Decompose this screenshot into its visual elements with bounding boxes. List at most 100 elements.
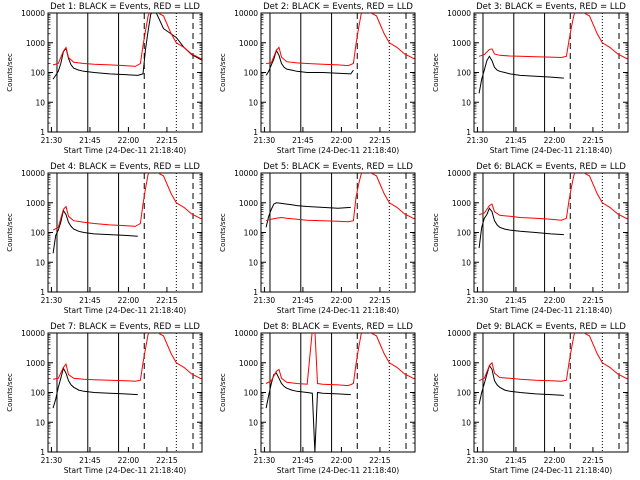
y-tick-label: 10000 bbox=[234, 9, 258, 18]
x-tick-label: 21:45 bbox=[505, 136, 527, 145]
x-tick-label: 21:45 bbox=[292, 296, 314, 305]
y-tick-label: 1 bbox=[40, 288, 45, 297]
x-axis-label: Start Time (24-Dec-11 21:18:40) bbox=[64, 146, 186, 155]
y-tick-label: 100 bbox=[457, 69, 472, 78]
series-events-line bbox=[52, 209, 138, 254]
y-tick-label: 10 bbox=[248, 98, 258, 107]
panel-title: Det 3: BLACK = Events, RED = LLD bbox=[476, 2, 626, 12]
y-tick-label: 10 bbox=[35, 98, 45, 107]
x-axis-label: Start Time (24-Dec-11 21:18:40) bbox=[490, 466, 612, 475]
panel-det-2: Det 2: BLACK = Events, RED = LLD Counts/s… bbox=[219, 2, 416, 155]
panel-title: Det 8: BLACK = Events, RED = LLD bbox=[263, 322, 413, 332]
y-tick-label: 1000 bbox=[239, 199, 258, 208]
y-tick-label: 100 bbox=[457, 389, 472, 398]
y-tick-label: 10 bbox=[248, 258, 258, 267]
x-tick-label: 22:00 bbox=[544, 296, 566, 305]
x-tick-label: 22:15 bbox=[582, 136, 604, 145]
x-tick-label: 22:00 bbox=[118, 456, 140, 465]
x-tick-label: 22:15 bbox=[369, 456, 391, 465]
y-tick-label: 100 bbox=[244, 229, 259, 238]
y-tick-label: 10 bbox=[461, 258, 471, 267]
x-tick-label: 22:15 bbox=[582, 296, 604, 305]
panel-det-3: Det 3: BLACK = Events, RED = LLD Counts/s… bbox=[432, 2, 629, 155]
y-tick-label: 10000 bbox=[447, 329, 471, 338]
series-lld-line bbox=[266, 13, 415, 67]
y-tick-label: 1 bbox=[40, 448, 45, 457]
panel-title: Det 7: BLACK = Events, RED = LLD bbox=[50, 322, 200, 332]
x-axis-label: Start Time (24-Dec-11 21:18:40) bbox=[490, 146, 612, 155]
x-tick-label: 22:15 bbox=[156, 456, 178, 465]
x-tick-label: 22:00 bbox=[118, 136, 140, 145]
series-events-line bbox=[265, 49, 354, 76]
y-tick-label: 10 bbox=[248, 418, 258, 427]
y-tick-label: 10000 bbox=[21, 9, 45, 18]
x-axis-label: Start Time (24-Dec-11 21:18:40) bbox=[277, 146, 399, 155]
panel-title: Det 9: BLACK = Events, RED = LLD bbox=[476, 322, 626, 332]
plot-frame bbox=[260, 332, 416, 453]
panel-det-9: Det 9: BLACK = Events, RED = LLD Counts/s… bbox=[432, 322, 629, 475]
series-lld-line bbox=[53, 333, 202, 382]
y-tick-label: 1000 bbox=[239, 359, 258, 368]
y-tick-label: 1 bbox=[466, 448, 471, 457]
x-tick-label: 22:00 bbox=[331, 456, 353, 465]
y-tick-label: 1000 bbox=[26, 199, 45, 208]
y-tick-label: 100 bbox=[31, 389, 46, 398]
x-tick-label: 21:30 bbox=[467, 296, 489, 305]
y-axis-label: Counts/sec bbox=[432, 53, 440, 92]
series-events-line bbox=[52, 366, 138, 409]
plot-frame bbox=[47, 332, 203, 453]
x-tick-label: 21:45 bbox=[79, 136, 101, 145]
y-tick-label: 100 bbox=[31, 229, 46, 238]
y-axis-label: Counts/sec bbox=[6, 213, 14, 252]
y-tick-label: 1000 bbox=[26, 39, 45, 48]
series-lld-line bbox=[52, 13, 202, 67]
series-lld-line bbox=[478, 173, 628, 221]
x-axis-label: Start Time (24-Dec-11 21:18:40) bbox=[490, 306, 612, 315]
x-tick-label: 21:30 bbox=[41, 456, 63, 465]
y-tick-label: 1000 bbox=[239, 39, 258, 48]
x-tick-label: 22:15 bbox=[582, 456, 604, 465]
panel-title: Det 1: BLACK = Events, RED = LLD bbox=[50, 2, 200, 12]
y-tick-label: 10000 bbox=[21, 169, 45, 178]
y-tick-label: 100 bbox=[31, 69, 46, 78]
panel-title: Det 4: BLACK = Events, RED = LLD bbox=[50, 162, 200, 172]
y-tick-label: 10 bbox=[461, 418, 471, 427]
y-tick-label: 1 bbox=[466, 128, 471, 137]
x-tick-label: 21:30 bbox=[254, 136, 276, 145]
y-tick-label: 10 bbox=[461, 98, 471, 107]
y-tick-label: 1000 bbox=[452, 199, 471, 208]
x-tick-label: 21:30 bbox=[467, 136, 489, 145]
y-tick-label: 10000 bbox=[234, 169, 258, 178]
y-axis-label: Counts/sec bbox=[219, 213, 227, 252]
x-axis-label: Start Time (24-Dec-11 21:18:40) bbox=[277, 306, 399, 315]
y-axis-label: Counts/sec bbox=[6, 373, 14, 412]
y-axis-label: Counts/sec bbox=[219, 53, 227, 92]
x-tick-label: 22:00 bbox=[331, 296, 353, 305]
panel-title: Det 6: BLACK = Events, RED = LLD bbox=[476, 162, 626, 172]
x-tick-label: 22:00 bbox=[331, 136, 353, 145]
plot-frame bbox=[473, 332, 629, 453]
panel-title: Det 2: BLACK = Events, RED = LLD bbox=[263, 2, 413, 12]
y-tick-label: 1 bbox=[253, 128, 258, 137]
x-tick-label: 21:45 bbox=[505, 296, 527, 305]
y-tick-label: 1 bbox=[253, 448, 258, 457]
plot-frame bbox=[473, 12, 629, 133]
series-lld-line bbox=[265, 173, 415, 223]
x-tick-label: 21:45 bbox=[79, 456, 101, 465]
y-tick-label: 10000 bbox=[21, 329, 45, 338]
x-tick-label: 22:00 bbox=[544, 136, 566, 145]
plot-frame bbox=[260, 172, 416, 293]
series-events-line bbox=[478, 364, 564, 405]
series-lld-line bbox=[52, 173, 202, 231]
x-tick-label: 21:30 bbox=[41, 296, 63, 305]
series-events-line bbox=[265, 202, 351, 228]
y-tick-label: 1000 bbox=[26, 359, 45, 368]
series-lld-line bbox=[478, 13, 628, 60]
x-tick-label: 21:30 bbox=[41, 136, 63, 145]
y-tick-label: 100 bbox=[244, 69, 259, 78]
x-axis-label: Start Time (24-Dec-11 21:18:40) bbox=[64, 306, 186, 315]
y-tick-label: 1000 bbox=[452, 359, 471, 368]
x-tick-label: 21:30 bbox=[467, 456, 489, 465]
y-tick-label: 100 bbox=[457, 229, 472, 238]
plot-frame bbox=[260, 12, 416, 133]
